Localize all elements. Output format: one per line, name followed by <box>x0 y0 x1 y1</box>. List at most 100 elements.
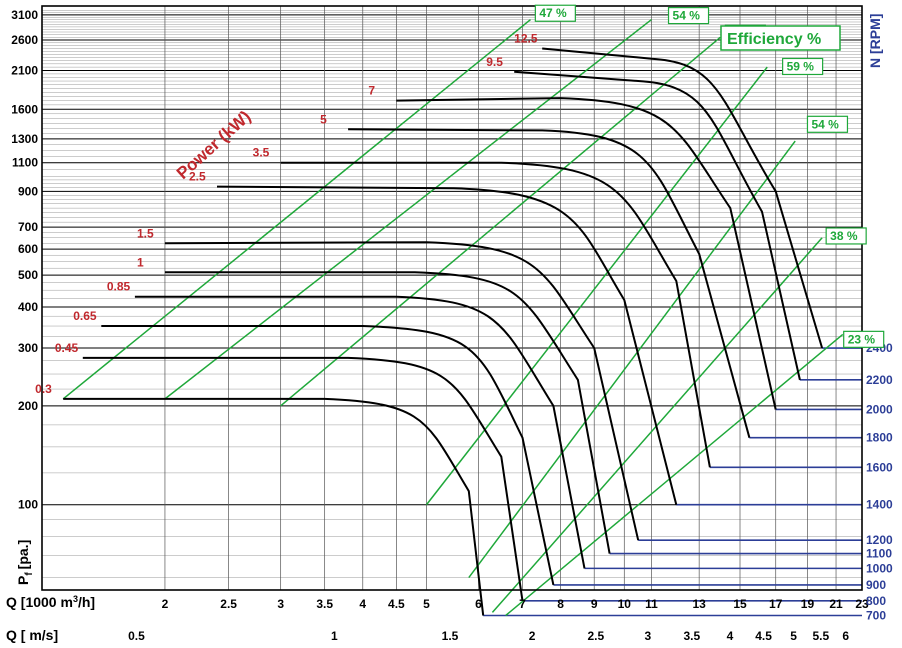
x2-tick-label: 1 <box>331 629 338 643</box>
y-tick-label: 1300 <box>11 132 38 146</box>
fan-curve-1800 <box>348 128 751 438</box>
efficiency-label: 47 % <box>539 6 567 20</box>
grid <box>42 6 863 590</box>
x-tick-label: 4 <box>359 597 366 611</box>
power-label: 2.5 <box>189 170 206 184</box>
rpm-label: 1200 <box>866 533 893 547</box>
efficiency-label: 54 % <box>673 9 701 23</box>
power-label: 0.65 <box>73 309 97 323</box>
y-tick-label: 3100 <box>11 8 38 22</box>
x2-tick-label: 3.5 <box>683 629 700 643</box>
x2-tick-label: 5 <box>790 629 797 643</box>
efficiency-line <box>164 19 652 400</box>
y-tick-label: 2100 <box>11 63 38 77</box>
x-tick-label: 9 <box>591 597 598 611</box>
efficiency-label: 54 % <box>811 117 839 131</box>
efficiency-line <box>62 19 532 400</box>
power-label: 0.45 <box>55 341 79 355</box>
power-labels: 12.5 9.5 7 5 3.5 2.5 1.5 1 0.85 0.65 0.45 0.3 <box>35 31 538 395</box>
x2-tick-label: 2.5 <box>587 629 604 643</box>
efficiency-line <box>280 36 721 407</box>
rpm-label: 700 <box>866 608 886 622</box>
rpm-labels: 2400220020001800160014001200110010009008… <box>866 341 893 622</box>
y-tick-label: 600 <box>18 242 38 256</box>
y-tick-label: 900 <box>18 184 38 198</box>
x-tick-label: 3 <box>277 597 284 611</box>
fan-curves <box>63 47 824 616</box>
efficiency-line <box>425 66 768 506</box>
y-tick-label: 400 <box>18 300 38 314</box>
power-label: 5 <box>320 112 327 126</box>
y-axis-label: Pf[pa.] <box>15 540 35 585</box>
x2-tick-label: 1.5 <box>442 629 459 643</box>
x-tick-label: 21 <box>829 597 843 611</box>
fan-curve-800 <box>82 356 524 601</box>
x-tick-label: 23 <box>855 597 869 611</box>
power-label: 3.5 <box>253 146 270 160</box>
rpm-lines <box>483 347 862 617</box>
x-tick-labels: 2 2.5 3 3.5 4 4.5 5 6 7 8 9 10 11 13 15 17 19 21 23 <box>162 597 869 611</box>
fan-curve-2000 <box>396 97 777 410</box>
y-tick-labels: 3100 2600 2100 1600 1300 1100 900 700 600 500 400 3… <box>11 8 38 512</box>
power-label: 1 <box>137 255 144 269</box>
x-tick-label: 11 <box>645 597 658 611</box>
efficiency-line <box>468 140 796 579</box>
y-tick-label: 500 <box>18 268 38 282</box>
x2-tick-label: 4 <box>727 629 734 643</box>
x-axis-label: Q [1000 m3/h] <box>6 594 95 610</box>
efficiency-lines <box>62 19 844 617</box>
efficiency-line <box>505 333 844 617</box>
efficiency-line <box>491 237 823 613</box>
efficiency-label: 23 % <box>848 332 876 346</box>
x-tick-label: 19 <box>801 597 815 611</box>
plot-frame <box>41 5 863 591</box>
x-tick-label: 10 <box>618 597 632 611</box>
fan-curve-1600 <box>280 161 711 468</box>
y-tick-label: 1100 <box>12 156 38 170</box>
y-tick-label: 300 <box>18 341 38 355</box>
rpm-label: 800 <box>866 594 886 608</box>
efficiency-label-box <box>806 115 849 133</box>
x-tick-label: 5 <box>423 597 430 611</box>
rpm-label: 1000 <box>866 561 893 575</box>
power-label: 0.85 <box>107 280 131 294</box>
fan-curve-700 <box>63 397 485 616</box>
power-label: 0.3 <box>35 382 52 396</box>
rpm-label: 900 <box>866 578 886 592</box>
rpm-label: 1800 <box>866 431 893 445</box>
rpm-label: 2200 <box>866 373 893 387</box>
right-axis-label: N [RPM] <box>867 14 883 68</box>
x2-tick-label: 0.5 <box>128 629 145 643</box>
power-label: 7 <box>368 84 375 98</box>
efficiency-label: 59 % <box>787 59 815 73</box>
fan-curve-1100 <box>164 271 611 554</box>
efficiency-title-group: Efficiency % <box>720 25 841 51</box>
x2-axis-label: Q [ m/s] <box>6 627 58 643</box>
fan-curve-1000 <box>134 295 586 569</box>
x-tick-label: 8 <box>557 597 564 611</box>
x-tick-label: 7 <box>519 597 526 611</box>
fan-curve-900 <box>101 325 555 586</box>
y-tick-label: 200 <box>18 399 38 413</box>
x2-tick-label: 3 <box>644 629 651 643</box>
efficiency-title-box <box>720 25 841 51</box>
efficiency-label-box <box>843 330 885 348</box>
efficiency-title: Efficiency % <box>727 31 821 48</box>
x2-tick-labels: 0.5 1 1.5 2 2.5 3 3.5 4 4.5 5 5.5 6 <box>128 629 849 643</box>
y-tick-label: 2600 <box>11 33 38 47</box>
y-tick-label: 100 <box>18 498 38 512</box>
x-tick-label: 13 <box>692 597 706 611</box>
efficiency-label-box <box>825 227 867 245</box>
x-tick-label: 6 <box>475 597 482 611</box>
fan-curve-2200 <box>514 70 801 381</box>
x-tick-label: 15 <box>733 597 747 611</box>
x-tick-label: 2.5 <box>220 597 237 611</box>
x-tick-label: 3.5 <box>316 597 333 611</box>
x2-tick-label: 4.5 <box>755 629 772 643</box>
rpm-label: 1400 <box>866 498 893 512</box>
x-tick-label: 4.5 <box>388 597 405 611</box>
y-tick-label: 1600 <box>11 102 38 116</box>
power-label: 1.5 <box>137 226 154 240</box>
power-label: 12.5 <box>514 31 538 45</box>
